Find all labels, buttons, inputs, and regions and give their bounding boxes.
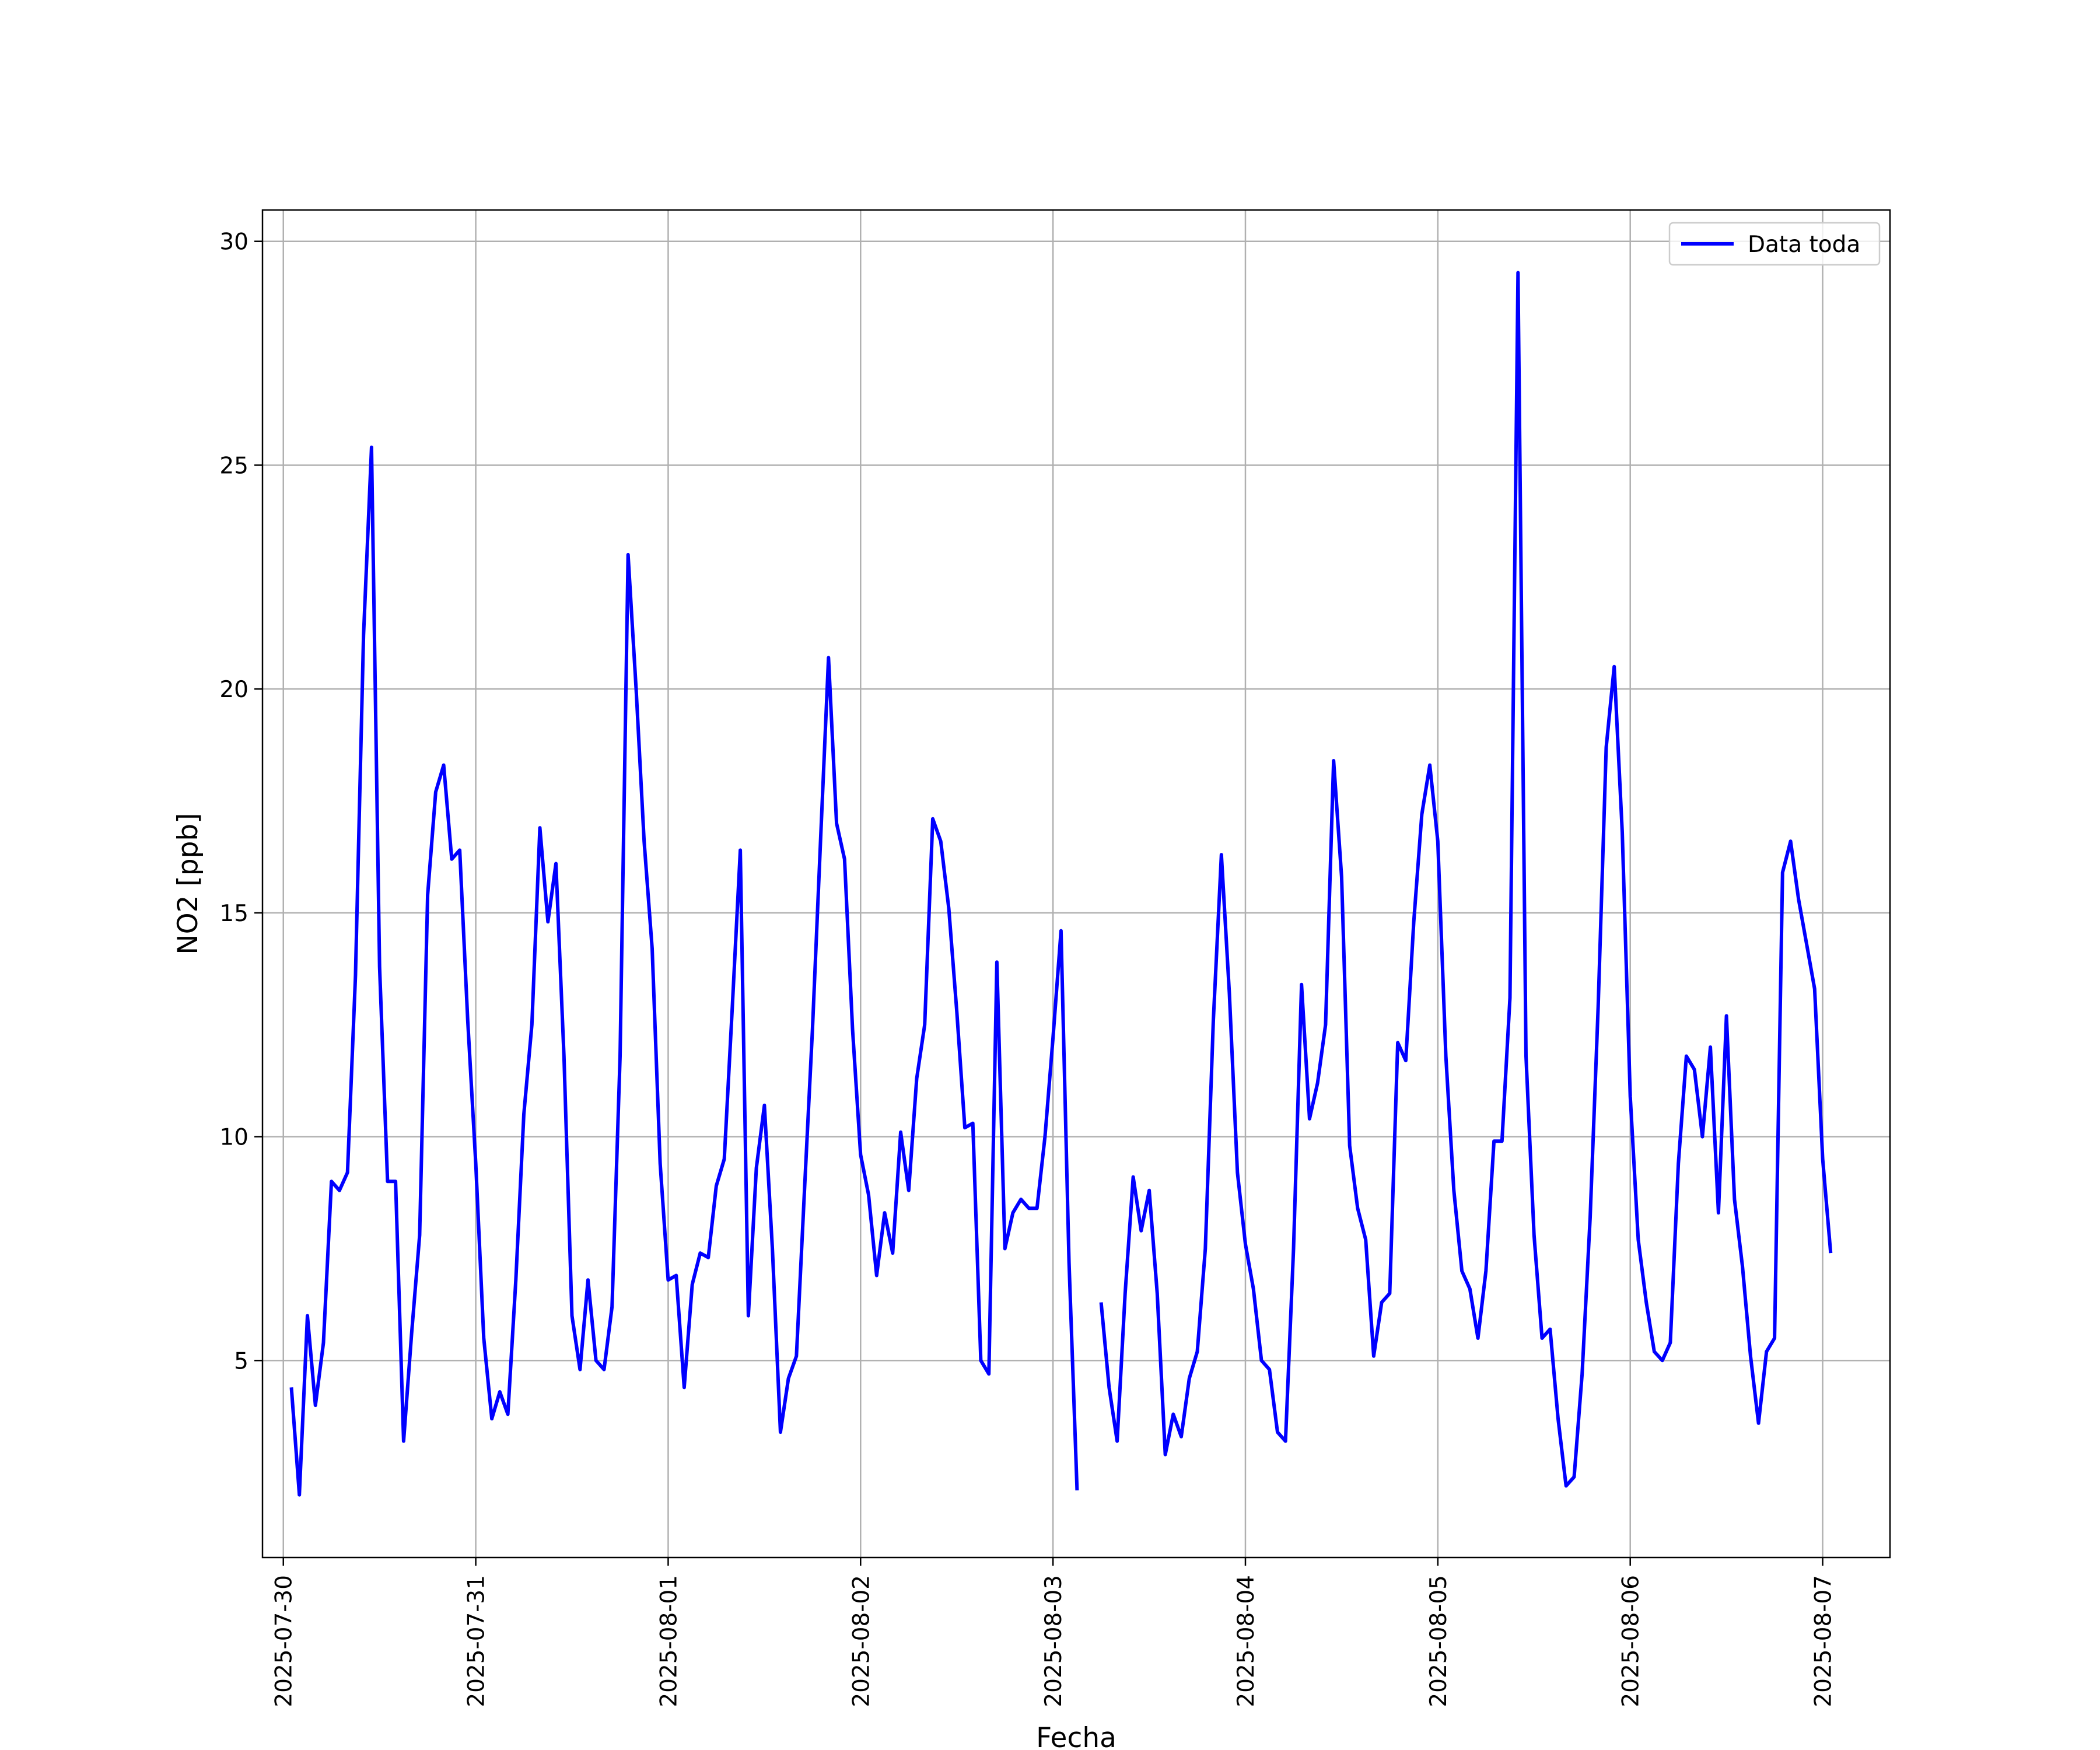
x-tick-label: 2025-08-04	[1233, 1575, 1259, 1707]
x-tick-label: 2025-07-31	[464, 1575, 490, 1707]
y-tick-label: 25	[219, 453, 249, 479]
x-tick-label: 2025-08-07	[1811, 1575, 1837, 1707]
x-axis-title: Fecha	[1036, 1722, 1116, 1750]
y-tick-label: 5	[234, 1348, 249, 1374]
y-tick-label: 30	[219, 229, 249, 256]
x-tick-label: 2025-08-05	[1426, 1575, 1452, 1707]
plot-area-background	[262, 210, 1890, 1558]
legend-label-data-toda: Data toda	[1748, 232, 1860, 258]
y-axis-title: NO2 [ppb]	[172, 813, 204, 954]
y-tick-label: 10	[219, 1125, 249, 1151]
x-tick-label: 2025-08-03	[1041, 1575, 1067, 1707]
legend: Data toda	[1670, 223, 1880, 265]
x-tick-label: 2025-08-01	[656, 1575, 682, 1707]
x-tick-label: 2025-07-30	[271, 1575, 298, 1707]
y-tick-label: 15	[219, 901, 249, 927]
x-tick-label: 2025-08-06	[1618, 1575, 1644, 1707]
y-tick-label: 20	[219, 677, 249, 703]
x-tick-label: 2025-08-02	[848, 1575, 874, 1707]
